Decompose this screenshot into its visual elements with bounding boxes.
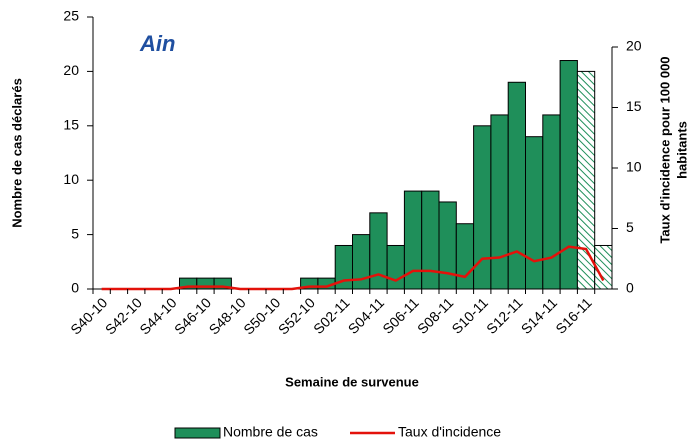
bar bbox=[455, 223, 475, 290]
y-tick-label: 25 bbox=[63, 8, 79, 24]
x-tick-label: S48-10 bbox=[206, 294, 249, 337]
x-tick-label: S10-11 bbox=[448, 294, 491, 337]
x-tick-label: S44-10 bbox=[136, 294, 179, 337]
x-tick-label: S16-11 bbox=[552, 294, 595, 337]
x-tick-label: S42-10 bbox=[102, 294, 145, 337]
x-tick-label: S46-10 bbox=[171, 294, 214, 337]
x-tick-label: S04-11 bbox=[345, 294, 388, 337]
y2-tick-label: 15 bbox=[626, 98, 642, 114]
bar bbox=[213, 277, 232, 290]
y-tick-label: 5 bbox=[71, 225, 79, 241]
bar bbox=[438, 201, 457, 290]
y2-tick-label: 0 bbox=[626, 280, 634, 296]
x-tick-label: S52-10 bbox=[275, 294, 318, 337]
legend-label: Nombre de cas bbox=[223, 424, 318, 440]
x-tick-label: S50-10 bbox=[240, 294, 283, 337]
x-axis-title: Semaine de survenue bbox=[285, 374, 419, 389]
y-axis-title: Nombre de cas déclarés bbox=[9, 78, 24, 228]
chart-title: Ain bbox=[139, 31, 175, 56]
x-tick-label: S14-11 bbox=[518, 294, 561, 337]
legend-swatch bbox=[174, 427, 221, 439]
y-tick-label: 0 bbox=[71, 280, 79, 296]
bar bbox=[386, 244, 405, 290]
legend-label: Taux d'incidence bbox=[398, 424, 501, 440]
x-tick-label: S08-11 bbox=[414, 294, 457, 337]
x-tick-label: S40-10 bbox=[67, 294, 110, 337]
bar bbox=[421, 190, 440, 290]
line bbox=[101, 245, 605, 291]
x-tick-label: S06-11 bbox=[379, 294, 422, 337]
y2-axis-title: habitants bbox=[674, 121, 689, 179]
y-tick-label: 10 bbox=[63, 171, 79, 187]
y-tick-label: 20 bbox=[63, 62, 79, 78]
y-tick-label: 15 bbox=[63, 117, 79, 133]
bar bbox=[490, 114, 509, 290]
x-tick-label: S12-11 bbox=[483, 294, 526, 337]
bar bbox=[525, 136, 544, 290]
bar bbox=[507, 81, 527, 290]
y2-tick-label: 10 bbox=[626, 159, 642, 175]
y2-axis-title: Taux d'incidence pour 100 000 bbox=[657, 56, 672, 243]
bar bbox=[559, 60, 578, 290]
bar bbox=[542, 114, 561, 290]
x-tick-label: S02-11 bbox=[310, 294, 353, 337]
y2-tick-label: 20 bbox=[626, 38, 642, 54]
bar bbox=[576, 70, 596, 290]
y2-tick-label: 5 bbox=[626, 219, 634, 235]
